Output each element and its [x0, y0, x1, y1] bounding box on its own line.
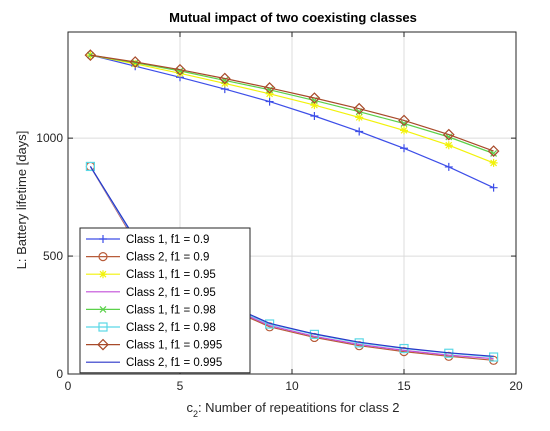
series-line: [90, 54, 494, 155]
chart-title: Mutual impact of two coexisting classes: [169, 10, 417, 25]
legend-entry: Class 1, f1 = 0.95: [86, 269, 216, 281]
x-axis-label-prefix: c: [186, 400, 193, 415]
series-7: [84, 49, 500, 157]
x-tick-label: 10: [285, 379, 299, 393]
legend-marker: [98, 322, 108, 332]
y-axis-label: L: Battery lifetime [days]: [14, 131, 29, 270]
data-point: [310, 101, 319, 110]
data-point: [308, 92, 321, 104]
legend: Class 1, f1 = 0.9 Class 2, f1 = 0.9 Class …: [79, 227, 251, 374]
data-point: [265, 89, 274, 98]
data-point: [85, 161, 96, 172]
data-point: [490, 150, 498, 157]
legend-marker: [99, 305, 107, 313]
data-point: [400, 144, 408, 153]
legend-label: Class 2, f1 = 0.995: [126, 357, 222, 369]
data-point: [353, 102, 366, 115]
legend-marker: [99, 270, 107, 279]
data-point: [84, 49, 97, 61]
axes: 0 5 10 15 20 0 500 1000: [36, 31, 523, 393]
legend-label: Class 2, f1 = 0.98: [126, 322, 216, 334]
data-point: [129, 56, 142, 68]
data-point: [400, 126, 408, 135]
legend-label: Class 1, f1 = 0.95: [126, 269, 216, 281]
data-point: [444, 141, 453, 150]
legend-entry: Class 2, f1 = 0.95: [86, 287, 216, 299]
x-axis-label-rest: : Number of repeatitions for class 2: [198, 400, 400, 415]
data-point: [487, 145, 500, 157]
legend-entry: Class 1, f1 = 0.9: [86, 234, 209, 246]
data-point: [265, 97, 274, 106]
data-point: [489, 352, 499, 362]
data-point: [176, 69, 184, 78]
legend-box: [79, 227, 251, 374]
y-tick-label: 500: [43, 249, 63, 263]
data-point: [174, 63, 186, 76]
data-point: [398, 114, 410, 127]
data-point: [310, 111, 319, 120]
legend-label: Class 2, f1 = 0.95: [126, 287, 216, 299]
data-point: [489, 158, 498, 167]
x-axis-label-subscript: 2: [193, 409, 198, 419]
legend-label: Class 1, f1 = 0.995: [126, 340, 222, 352]
y-tick-label: 0: [56, 367, 63, 381]
legend-entry: Class 2, f1 = 0.995: [86, 357, 222, 369]
data-point: [131, 59, 140, 68]
series-line: [90, 54, 494, 189]
legend-entry: Class 1, f1 = 0.995: [86, 338, 222, 352]
data-point: [489, 183, 498, 192]
legend-label: Class 1, f1 = 0.9: [126, 234, 209, 246]
data-point: [355, 127, 364, 136]
data-point: [355, 113, 364, 122]
data-point: [263, 82, 276, 94]
legend-entry: Class 2, f1 = 0.98: [86, 322, 216, 334]
x-axis-label: c2: Number of repeatitions for class 2: [186, 400, 399, 419]
legend-marker: [97, 338, 109, 351]
legend-entry: Class 2, f1 = 0.9: [86, 252, 209, 264]
legend-label: Class 2, f1 = 0.9: [126, 252, 209, 264]
x-tick-label: 5: [177, 379, 184, 393]
series-line: [90, 54, 494, 164]
y-tick-label: 1000: [36, 131, 63, 145]
data-point: [442, 128, 455, 141]
legend-label: Class 1, f1 = 0.98: [126, 304, 216, 316]
data-point: [444, 162, 453, 171]
legend-entry: Class 1, f1 = 0.98: [86, 304, 216, 316]
x-tick-label: 0: [65, 379, 72, 393]
legend-marker: [98, 252, 108, 262]
legend-marker: [99, 235, 107, 243]
x-tick-label: 20: [509, 379, 523, 393]
x-tick-label: 15: [397, 379, 411, 393]
data-point: [218, 72, 231, 85]
series-line: [90, 54, 494, 152]
